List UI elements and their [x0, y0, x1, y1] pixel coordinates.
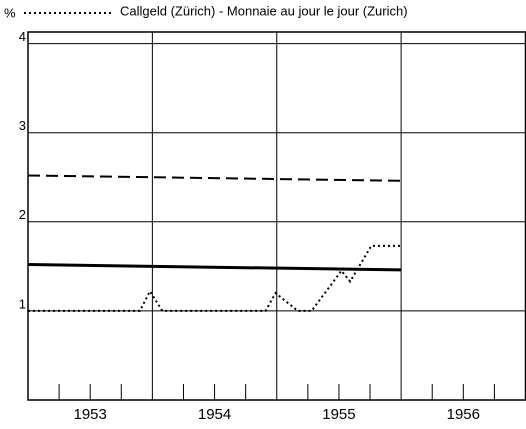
legend-label: Callgeld (Zürich) - Monnaie au jour le j…	[120, 3, 408, 18]
series-line	[27, 263, 402, 272]
x-tick-label: 1953	[74, 406, 107, 423]
y-tick-label: 4	[19, 29, 26, 44]
y-tick-label: 3	[19, 118, 26, 133]
x-tick-label: 1956	[447, 406, 480, 423]
x-tick-label: 1954	[198, 406, 231, 423]
y-axis-label: %	[4, 5, 16, 20]
series-line	[27, 174, 402, 182]
y-tick-label: 1	[19, 296, 26, 311]
series-line	[28, 244, 402, 312]
y-tick-label: 2	[19, 207, 26, 222]
x-tick-label: 1955	[322, 406, 355, 423]
